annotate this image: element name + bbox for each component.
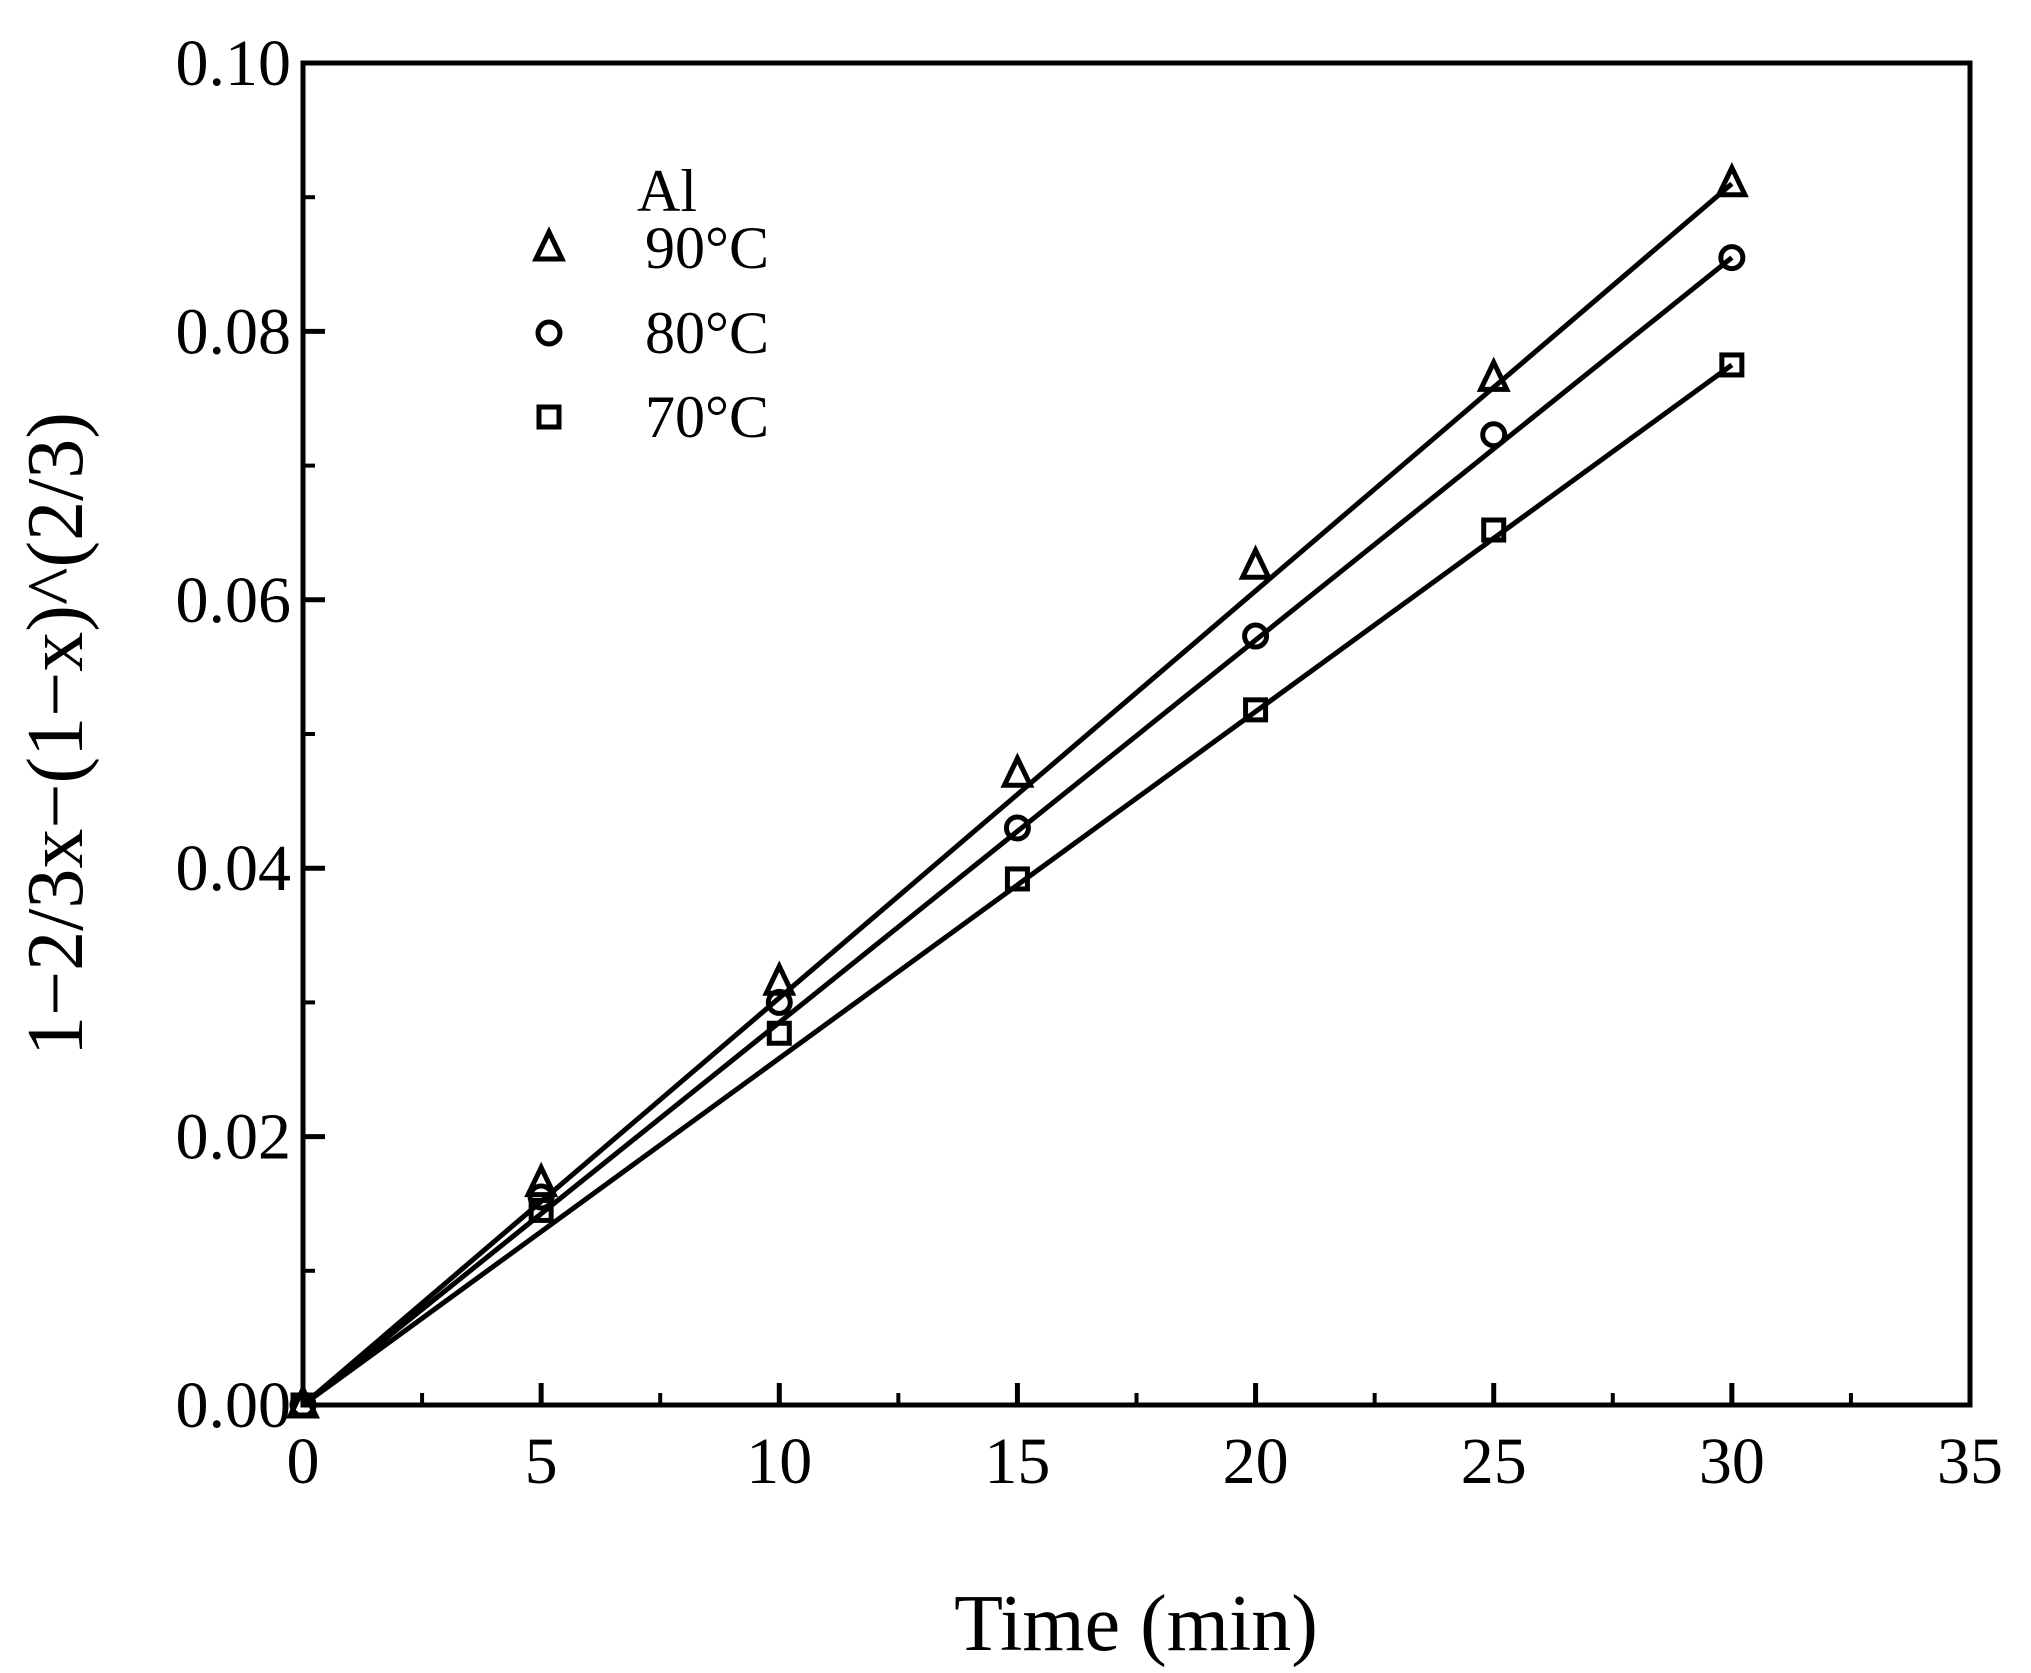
legend-marker-square [536, 404, 562, 430]
data-point-triangle [1714, 162, 1749, 198]
y-axis-title: 1−2/3x−(1−x)^(2/3) [12, 412, 100, 1056]
y-tick-label: 0.04 [176, 832, 292, 905]
y-tick-label: 0.06 [176, 564, 292, 637]
data-point-circle [1718, 244, 1746, 272]
legend-label: 70°C [645, 384, 769, 450]
data-point-square [1719, 352, 1745, 378]
data-markers [286, 162, 1749, 1419]
y-axis-ticks: 0.00 0.02 0.04 0.06 0.08 0.10 [176, 27, 325, 1442]
data-point-square [766, 1020, 792, 1046]
y-tick-label: 0.10 [176, 27, 292, 100]
x-tick-label: 0 [287, 1425, 320, 1498]
x-axis-ticks: 0 5 10 15 20 25 30 35 [287, 1383, 2003, 1498]
data-point-square [290, 1392, 316, 1418]
data-point-square [528, 1197, 554, 1223]
y-tick-label: 0.02 [176, 1101, 292, 1174]
data-point-triangle [524, 1161, 559, 1198]
x-tick-label: 35 [1937, 1425, 2003, 1498]
x-tick-label: 15 [984, 1425, 1050, 1498]
y-tick-label: 0.08 [176, 295, 292, 368]
legend: Al 90°C 80°C 70°C [532, 158, 769, 450]
x-tick-label: 30 [1699, 1425, 1765, 1498]
data-point-circle [1480, 421, 1508, 449]
data-point-triangle [1476, 356, 1511, 392]
data-point-triangle [1000, 752, 1035, 788]
legend-items: 90°C 80°C 70°C [532, 215, 769, 450]
legend-marker-circle [535, 319, 563, 347]
legend-label: 80°C [645, 300, 769, 366]
data-point-square [1243, 697, 1269, 723]
fit-line-square [301, 362, 1734, 1408]
x-tick-label: 20 [1223, 1425, 1289, 1498]
x-tick-label: 5 [525, 1425, 558, 1498]
x-tick-label: 10 [746, 1425, 812, 1498]
legend-marker-triangle [532, 226, 566, 262]
fit-line-circle [301, 255, 1734, 1407]
legend-title: Al [637, 158, 697, 224]
data-point-square [1004, 866, 1030, 892]
data-point-circle [1242, 622, 1270, 650]
data-point-circle [527, 1183, 555, 1211]
legend-label: 90°C [645, 215, 769, 281]
fit-lines [301, 181, 1734, 1408]
y-tick-label: 0.00 [176, 1369, 292, 1442]
fit-line-triangle [301, 181, 1734, 1407]
x-axis-title: Time (min) [954, 1580, 1318, 1668]
x-tick-label: 25 [1461, 1425, 1527, 1498]
data-point-circle [765, 988, 793, 1016]
data-point-circle [1003, 814, 1031, 842]
data-point-square [1481, 517, 1507, 543]
data-point-triangle [1238, 544, 1273, 580]
